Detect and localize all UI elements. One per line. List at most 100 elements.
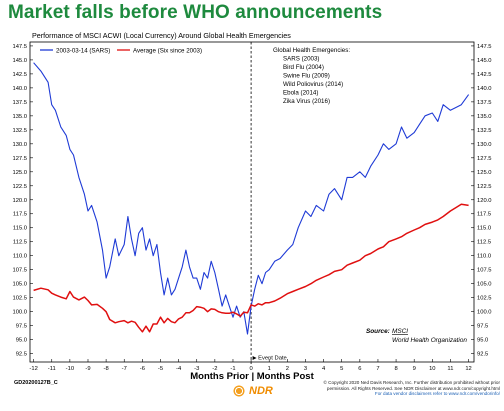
x-tick-label: 2 — [286, 366, 289, 372]
x-tick-label: 1 — [268, 366, 271, 372]
x-tick-label: -7 — [122, 366, 127, 372]
x-tick-label: 6 — [358, 366, 361, 372]
y-tick-label-right: 117.5 — [477, 212, 491, 218]
source-label: Source: — [366, 328, 390, 335]
y-tick-label-left: 135.0 — [12, 114, 27, 120]
y-tick-label-left: 120.0 — [12, 198, 27, 204]
y-tick-label-right: 110.0 — [477, 254, 491, 260]
y-tick-label-right: 100.0 — [477, 310, 492, 316]
y-tick-label-right: 142.5 — [477, 72, 492, 78]
x-tick-label: 10 — [429, 366, 435, 372]
y-tick-label-left: 110.0 — [13, 254, 27, 260]
y-tick-label-left: 122.5 — [12, 184, 27, 190]
ndr-logo: NDR — [232, 384, 273, 398]
y-axis-right: 92.5 95.0 97.5 100.0 102.5 105.0 107.5 110.0 112… — [471, 44, 492, 358]
annotation-item-zika: Zika Virus (2016) — [283, 98, 330, 105]
copyright-line-2: permission. All Rights Reserved. See NDR… — [326, 385, 500, 391]
copyright-notice: © Copyright 2020 Ned Davis Research, Inc… — [262, 380, 500, 397]
y-tick-label-left: 117.5 — [13, 212, 27, 218]
y-tick-label-right: 145.0 — [477, 58, 492, 64]
source-msci: MSCI — [392, 328, 408, 335]
y-tick-label-left: 142.5 — [12, 72, 27, 78]
x-tick-label: -10 — [66, 366, 74, 372]
x-tick-label: -12 — [29, 366, 37, 372]
emergencies-annotation: Global Health Emergencies: SARS (2003) B… — [273, 47, 350, 105]
y-tick-label-right: 95.0 — [477, 338, 488, 344]
annotation-item-swine-flu: Swine Flu (2009) — [283, 73, 330, 80]
y-tick-label-left: 92.5 — [16, 352, 27, 358]
x-tick-label: -9 — [85, 366, 90, 372]
y-tick-label-right: 105.0 — [477, 282, 492, 288]
y-tick-label-left: 132.5 — [12, 128, 27, 134]
legend-label-sars: 2003-03-14 (SARS) — [56, 48, 110, 55]
y-tick-label-left: 107.5 — [12, 268, 27, 274]
annotation-item-poliovirus: Wild Poliovirus (2014) — [283, 81, 343, 88]
x-tick-label: -8 — [104, 366, 109, 372]
copyright-line-3: For data vendor disclaimers refer to www… — [374, 391, 500, 397]
x-axis-label: Months Prior | Months Post — [190, 371, 314, 382]
source-who: World Health Organization — [392, 337, 467, 344]
y-tick-label-right: 97.5 — [477, 324, 488, 330]
x-tick-label: 4 — [322, 366, 326, 372]
y-tick-label-right: 147.5 — [477, 44, 492, 50]
y-tick-label-right: 140.0 — [477, 86, 492, 92]
y-tick-label-left: 115.0 — [13, 226, 27, 232]
y-tick-label-right: 120.0 — [477, 198, 492, 204]
x-tick-label: -1 — [230, 366, 235, 372]
y-tick-label-left: 112.5 — [13, 240, 27, 246]
source-note: Source: MSCI World Health Organization — [366, 328, 467, 344]
y-tick-label-left: 105.0 — [12, 282, 27, 288]
copyright-line-1: © Copyright 2020 Ned Davis Research, Inc… — [323, 380, 500, 385]
legend-label-average: Average (Six since 2003) — [133, 48, 202, 55]
x-tick-label: -6 — [140, 366, 145, 372]
x-tick-label: 7 — [376, 366, 379, 372]
y-tick-label-right: 135.0 — [477, 114, 492, 120]
series-line-average — [33, 203, 469, 333]
chart-id: GD20200127B_C — [14, 380, 58, 386]
legend: 2003-03-14 (SARS) Average (Six since 200… — [40, 48, 202, 55]
y-tick-label-left: 125.0 — [12, 170, 27, 176]
y-tick-label-right: 107.5 — [477, 268, 492, 274]
y-tick-label-left: 145.0 — [12, 58, 27, 64]
x-tick-label: 3 — [304, 366, 307, 372]
x-tick-label: -3 — [194, 366, 199, 372]
chart-title: Performance of MSCI ACWI (Local Currency… — [32, 31, 291, 40]
event-marker: Event Date — [250, 42, 287, 366]
y-tick-label-right: 132.5 — [477, 128, 492, 134]
x-tick-label: -2 — [212, 366, 217, 372]
annotation-item-bird-flu: Bird Flu (2004) — [283, 64, 324, 71]
y-tick-label-right: 92.5 — [477, 352, 488, 358]
x-tick-label: 9 — [413, 366, 416, 372]
x-tick-label: 11 — [447, 366, 453, 372]
x-tick-label: -11 — [48, 366, 56, 372]
plot-frame — [29, 41, 475, 363]
y-tick-label-right: 137.5 — [477, 100, 492, 106]
y-tick-label-left: 130.0 — [12, 142, 27, 148]
series-line-sars — [33, 62, 470, 335]
y-tick-label-right: 115.0 — [477, 226, 491, 232]
y-tick-label-right: 102.5 — [477, 296, 492, 302]
y-tick-label-left: 147.5 — [12, 44, 27, 50]
y-tick-label-left: 97.5 — [16, 324, 27, 330]
x-tick-label: -5 — [158, 366, 163, 372]
y-axis-left: 92.5 95.0 97.5 100.0 102.5 105.0 107.5 110.0 112… — [12, 44, 33, 358]
ndr-logo-text: NDR — [249, 385, 273, 397]
y-tick-label-left: 140.0 — [12, 86, 27, 92]
y-tick-label-left: 102.5 — [12, 296, 27, 302]
annotation-heading: Global Health Emergencies: — [273, 47, 350, 54]
series-lines — [33, 62, 470, 335]
x-tick-label: 8 — [394, 366, 397, 372]
y-tick-label-right: 127.5 — [477, 156, 492, 162]
x-tick-label: 5 — [340, 366, 343, 372]
x-tick-label: 0 — [249, 366, 252, 372]
ndr-logo-icon — [232, 384, 246, 398]
y-tick-label-left: 100.0 — [12, 310, 27, 316]
y-tick-label-right: 122.5 — [477, 184, 492, 190]
event-arrow-icon — [252, 356, 257, 360]
annotation-item-sars: SARS (2003) — [283, 56, 319, 63]
x-tick-label: 12 — [465, 366, 471, 372]
y-tick-label-right: 130.0 — [477, 142, 492, 148]
annotation-item-ebola: Ebola (2014) — [283, 90, 318, 97]
y-tick-label-left: 95.0 — [16, 338, 27, 344]
